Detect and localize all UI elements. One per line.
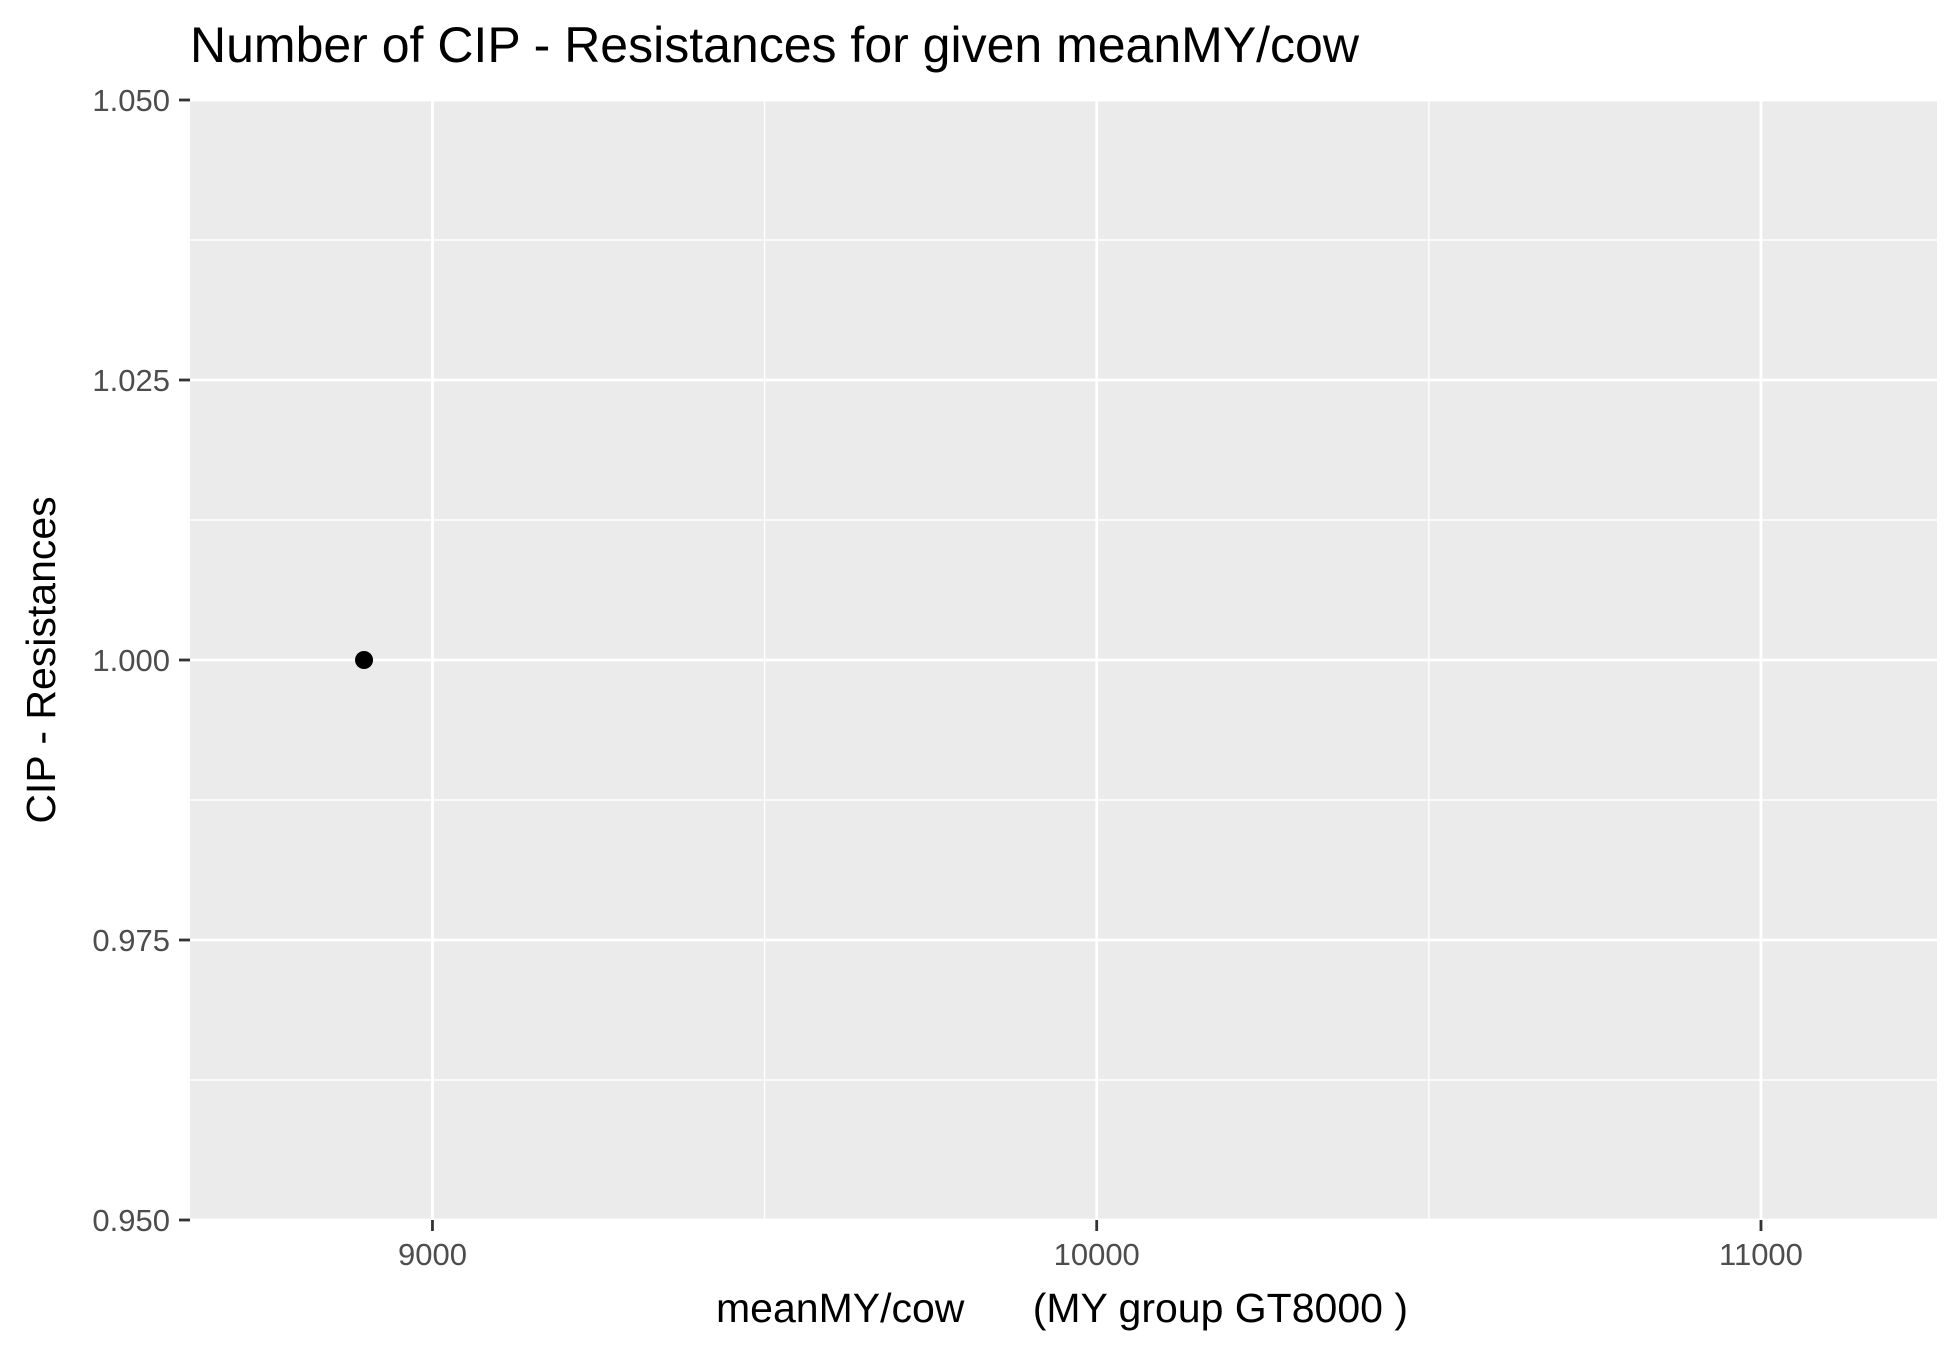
x-axis: 9000 10000 11000	[398, 1220, 1803, 1272]
x-axis-title: meanMY/cow (MY group GT8000 )	[716, 1285, 1408, 1331]
y-tick-label: 1.050	[92, 83, 170, 118]
y-tick-label: 0.950	[92, 1203, 170, 1238]
chart-title: Number of CIP - Resistances for given me…	[190, 17, 1360, 73]
major-gridlines	[190, 98, 1937, 1222]
x-tick-label: 9000	[398, 1237, 467, 1272]
y-axis-title: CIP - Resistances	[18, 496, 64, 823]
y-tick-label: 0.975	[92, 923, 170, 958]
x-tick-label: 11000	[1719, 1237, 1803, 1272]
y-axis: 0.950 0.975 1.000 1.025 1.050	[92, 83, 190, 1238]
y-tick-label: 1.000	[92, 643, 170, 678]
x-tick-label: 10000	[1054, 1237, 1140, 1272]
y-tick-label: 1.025	[92, 363, 170, 398]
data-point	[355, 651, 374, 669]
data-points	[355, 651, 374, 669]
